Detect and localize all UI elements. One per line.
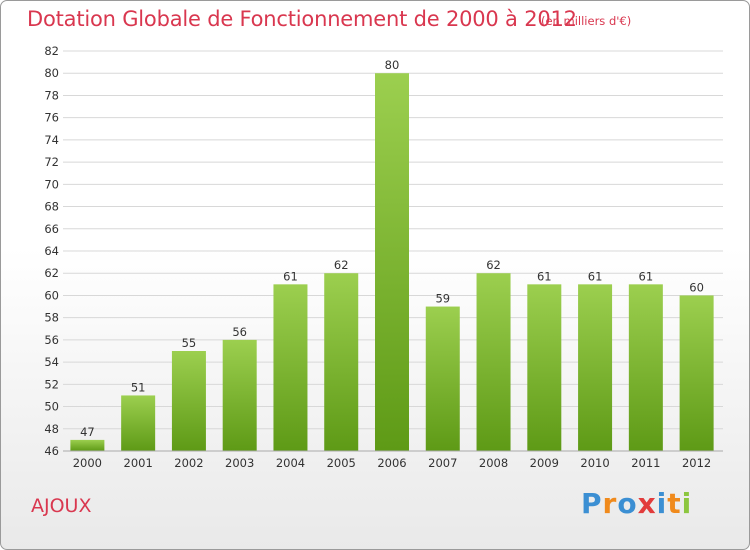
x-tick-label: 2000 [73,456,102,470]
logo-letter: t [667,487,682,520]
x-tick-label: 2009 [530,456,559,470]
logo-letter: x [637,487,657,520]
logo-letter: P [581,487,603,520]
data-labels: 47 51 55 56 61 62 80 59 62 61 61 61 60 [80,58,704,439]
data-label: 80 [385,58,400,72]
bar-2000 [70,439,105,451]
bar-2012 [679,295,714,451]
bar-2001 [121,395,156,451]
x-tick-label: 2005 [327,456,356,470]
commune-name: AJOUX [31,495,92,517]
data-label: 56 [232,325,247,339]
data-label: 62 [334,258,349,272]
bar-2003 [222,339,257,451]
bar-2002 [171,351,206,451]
y-tick-label: 76 [44,111,59,125]
x-tick-label: 2012 [682,456,711,470]
chart-subtitle: (en milliers d'€) [541,14,632,28]
bar-2009 [527,284,562,451]
y-tick-label: 66 [44,222,59,236]
y-tick-label: 80 [44,66,59,80]
x-tick-label: 2010 [580,456,609,470]
data-label: 61 [283,269,298,283]
x-tick-label: 2008 [479,456,508,470]
bar-2010 [578,284,613,451]
x-tick-label: 2002 [174,456,203,470]
data-label: 61 [639,269,654,283]
y-tick-label: 82 [44,44,59,58]
logo-letter: i [681,487,693,520]
bar-2006 [375,73,409,451]
y-tick-label: 72 [44,155,59,169]
logo-letter: o [617,487,638,520]
y-tick-label: 64 [44,244,59,258]
y-tick-label: 52 [44,377,59,391]
x-tick-label: 2006 [377,456,406,470]
logo-letter: r [602,487,618,520]
y-axis-ticks: 46 48 50 52 54 56 58 60 62 64 66 68 70 72 74 76 78 80 82 [44,44,59,458]
y-tick-label: 78 [44,88,59,102]
data-label: 61 [588,269,603,283]
data-label: 60 [689,280,704,294]
x-tick-label: 2007 [428,456,457,470]
y-tick-label: 68 [44,200,59,214]
proxiti-logo[interactable]: Proxiti [581,487,692,520]
x-tick-label: 2004 [276,456,305,470]
logo-letter: i [656,487,668,520]
x-tick-label: 2001 [124,456,153,470]
data-label: 51 [131,380,146,394]
y-tick-label: 58 [44,311,59,325]
bar-2007 [425,306,460,451]
bars [70,73,714,451]
y-tick-label: 62 [44,266,59,280]
y-tick-label: 60 [44,288,59,302]
y-tick-label: 56 [44,333,59,347]
y-tick-label: 50 [44,400,59,414]
data-label: 61 [537,269,552,283]
data-label: 55 [182,336,197,350]
chart-title: Dotation Globale de Fonctionnement de 20… [27,7,577,31]
y-tick-label: 74 [44,133,59,147]
bar-2011 [628,284,663,451]
y-tick-label: 48 [44,422,59,436]
x-axis-ticks: 2000 2001 2002 2003 2004 2005 2006 2007 2008 2009… [73,456,712,470]
x-tick-label: 2011 [631,456,660,470]
bar-2005 [324,273,359,451]
data-label: 47 [80,425,95,439]
bar-2008 [476,273,511,451]
data-label: 59 [435,292,450,306]
y-tick-label: 54 [44,355,59,369]
x-tick-label: 2003 [225,456,254,470]
bar-2004 [273,284,308,451]
data-label: 62 [486,258,501,272]
y-tick-label: 70 [44,177,59,191]
y-tick-label: 46 [44,444,59,458]
